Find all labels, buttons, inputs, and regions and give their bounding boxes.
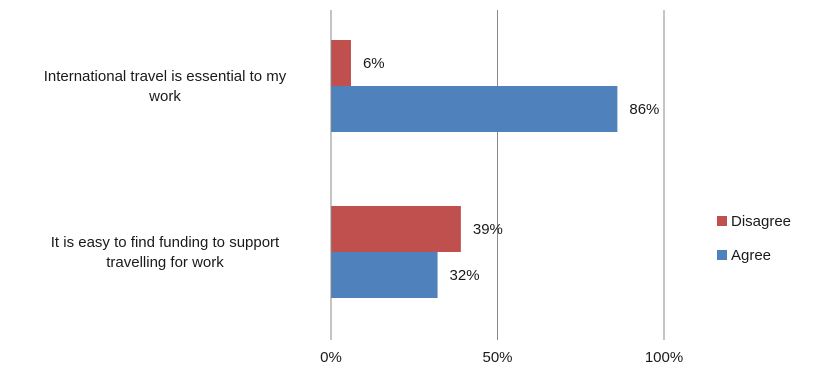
category-label-2-line-2: travelling for work xyxy=(106,254,224,271)
data-label-agree-1: 86% xyxy=(629,101,659,118)
legend-label-disagree: Disagree xyxy=(731,213,791,230)
bar-disagree-1 xyxy=(331,40,351,86)
data-label-disagree-1: 6% xyxy=(363,55,385,72)
category-label-1-line-2: work xyxy=(148,88,181,105)
data-label-disagree-2: 39% xyxy=(473,221,503,238)
x-tick-label-50: 50% xyxy=(482,349,512,366)
x-tick-label-100: 100% xyxy=(645,349,683,366)
legend-label-agree: Agree xyxy=(731,247,771,264)
category-label-2-line-1: It is easy to find funding to support xyxy=(51,234,280,251)
legend-swatch-disagree xyxy=(717,216,727,226)
bar-agree-1 xyxy=(331,86,618,132)
bar-agree-2 xyxy=(331,252,438,298)
category-label-1-line-1: International travel is essential to my xyxy=(44,68,287,85)
legend-swatch-agree xyxy=(717,250,727,260)
x-tick-label-0: 0% xyxy=(320,349,342,366)
data-label-agree-2: 32% xyxy=(450,267,480,284)
bar-disagree-2 xyxy=(331,206,461,252)
